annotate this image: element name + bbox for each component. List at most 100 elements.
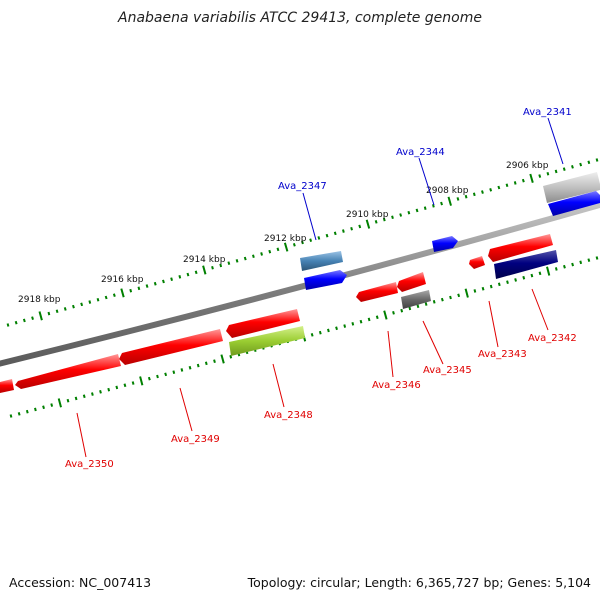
inner-ruler-minor-tick	[147, 376, 151, 381]
gene-ava-2348-block[interactable]	[229, 326, 305, 356]
inner-ruler-minor-tick	[506, 280, 509, 284]
ruler-label: 2906 kbp	[506, 161, 549, 171]
gene-label-ava-2341[interactable]: Ava_2341	[523, 107, 572, 118]
inner-ruler-major-tick	[546, 266, 551, 276]
gene-ava-2345-arrow[interactable]	[397, 272, 426, 292]
inner-ruler-minor-tick	[359, 319, 363, 324]
outer-ruler-minor-tick	[219, 263, 223, 268]
inner-ruler-minor-tick	[522, 275, 526, 280]
inner-ruler-minor-tick	[131, 381, 135, 385]
inner-ruler-major-tick	[464, 288, 469, 298]
outer-ruler-minor-tick	[145, 284, 149, 288]
inner-ruler-minor-tick	[408, 306, 412, 311]
inner-ruler-minor-tick	[213, 359, 216, 363]
inner-ruler-minor-tick	[335, 326, 338, 331]
inner-ruler-minor-tick	[50, 403, 54, 407]
outer-ruler-minor-tick	[554, 169, 558, 174]
gene-ava-2345-block[interactable]	[401, 290, 431, 309]
outer-ruler-minor-tick	[47, 311, 51, 316]
outer-ruler-minor-tick	[579, 162, 583, 167]
outer-ruler-minor-tick	[317, 236, 321, 240]
inner-ruler-minor-tick	[563, 264, 566, 269]
gene-label-ava-2350[interactable]: Ava_2350	[65, 459, 114, 470]
gene-ava-2347-block[interactable]	[300, 251, 343, 271]
inner-ruler-minor-tick	[327, 328, 330, 333]
outer-ruler-minor-tick	[260, 252, 263, 256]
inner-ruler-minor-tick	[188, 365, 192, 370]
gene-label-ava-2346[interactable]: Ava_2346	[372, 380, 421, 391]
inner-ruler-major-tick	[139, 376, 144, 386]
gene-ava-2348-arrow[interactable]	[226, 309, 300, 338]
inner-ruler-minor-tick	[375, 315, 379, 320]
ruler-label: 2912 kbp	[264, 234, 307, 244]
inner-ruler-minor-tick	[530, 273, 534, 278]
leader-line	[302, 192, 317, 241]
genome-stats: Topology: circular; Length: 6,365,727 bp…	[247, 575, 591, 590]
gene-ava-2342-block[interactable]	[494, 250, 558, 279]
gene-ava-2349-arrow[interactable]	[119, 329, 223, 365]
inner-ruler-minor-tick	[392, 311, 395, 315]
outer-ruler-minor-tick	[137, 286, 141, 291]
inner-ruler-minor-tick	[481, 286, 485, 291]
outer-ruler-major-tick	[283, 242, 289, 252]
outer-ruler-minor-tick	[464, 194, 468, 199]
inner-ruler-minor-tick	[107, 387, 111, 392]
inner-ruler-minor-tick	[579, 260, 583, 265]
outer-ruler	[6, 158, 599, 327]
outer-ruler-major-tick	[365, 219, 371, 229]
outer-ruler-minor-tick	[432, 204, 435, 208]
gene-label-ava-2349[interactable]: Ava_2349	[171, 434, 220, 445]
gene-ava-2343-arrow-a[interactable]	[488, 234, 553, 262]
gene-label-ava-2345[interactable]: Ava_2345	[423, 365, 472, 376]
gene-label-ava-2344[interactable]: Ava_2344	[396, 147, 445, 158]
gene-ava-2351-arrow[interactable]	[0, 379, 14, 393]
inner-ruler-minor-tick	[351, 322, 355, 326]
outer-ruler-minor-tick	[456, 197, 460, 201]
inner-ruler-minor-tick	[156, 374, 159, 379]
inner-ruler-minor-tick	[172, 370, 176, 374]
inner-ruler-minor-tick	[489, 284, 493, 289]
inner-ruler-minor-tick	[196, 363, 200, 368]
gene-ava-2347b-block[interactable]	[304, 270, 347, 290]
accession-text: Accession: NC_007413	[9, 575, 152, 590]
outer-ruler-minor-tick	[55, 309, 59, 314]
ruler-label: 2916 kbp	[101, 275, 144, 285]
leader-line	[387, 330, 394, 378]
gene-ava-2344-block[interactable]	[432, 236, 458, 252]
gene-ava-2341-block[interactable]	[543, 172, 600, 203]
outer-ruler-minor-tick	[301, 240, 304, 245]
outer-ruler-minor-tick	[472, 192, 476, 197]
gene-ava-2340-block[interactable]	[548, 191, 600, 216]
outer-ruler-minor-tick	[80, 302, 84, 307]
outer-ruler-minor-tick	[595, 158, 599, 162]
gene-ava-2346-arrow[interactable]	[356, 282, 398, 302]
inner-ruler-minor-tick	[554, 267, 558, 271]
inner-ruler-minor-tick	[9, 414, 13, 418]
outer-ruler-minor-tick	[129, 288, 133, 293]
inner-ruler-minor-tick	[229, 354, 233, 359]
gene-ava-2343-arrow-b[interactable]	[469, 256, 485, 269]
gene-label-ava-2347[interactable]: Ava_2347	[278, 181, 327, 192]
leader-line	[488, 300, 499, 348]
outer-ruler-minor-tick	[538, 174, 542, 178]
map-title: Anabaena variabilis ATCC 29413, complete…	[118, 10, 482, 26]
outer-ruler-minor-tick	[358, 224, 362, 229]
gene-ava-2350-arrow[interactable]	[15, 354, 121, 389]
outer-ruler-minor-tick	[276, 247, 280, 252]
outer-ruler-minor-tick	[292, 243, 296, 247]
outer-ruler-minor-tick	[505, 183, 509, 187]
outer-ruler-major-tick	[120, 288, 125, 298]
gene-label-ava-2342[interactable]: Ava_2342	[528, 333, 577, 344]
leader-line	[179, 387, 193, 432]
outer-ruler-minor-tick	[391, 215, 394, 220]
gene-label-ava-2343[interactable]: Ava_2343	[478, 349, 527, 360]
inner-ruler-minor-tick	[180, 368, 184, 372]
gene-label-ava-2348[interactable]: Ava_2348	[264, 410, 313, 421]
inner-ruler-minor-tick	[74, 396, 78, 401]
inner-ruler-minor-tick	[416, 304, 420, 309]
outer-ruler-minor-tick	[481, 190, 484, 194]
inner-ruler-minor-tick	[99, 390, 102, 394]
outer-ruler-minor-tick	[22, 318, 26, 323]
outer-ruler-minor-tick	[440, 201, 443, 206]
outer-ruler-minor-tick	[562, 167, 566, 171]
